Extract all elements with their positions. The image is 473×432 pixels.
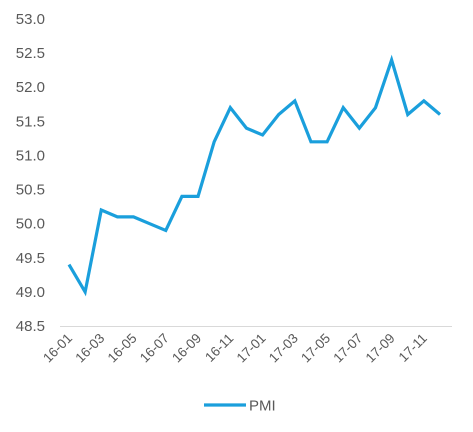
- legend-label-pmi: PMI: [249, 398, 276, 415]
- chart-legend: PMI: [204, 398, 276, 415]
- x-tick-label: 16-01: [40, 331, 75, 366]
- x-tick-label: 16-11: [202, 331, 236, 365]
- y-tick-label: 48.5: [16, 318, 45, 335]
- x-tick-label: 17-11: [396, 331, 430, 365]
- x-tick-label: 17-09: [363, 331, 398, 366]
- x-axis-ticks: 16-0116-0316-0516-0716-0916-1117-0117-03…: [40, 331, 430, 366]
- y-tick-label: 52.5: [16, 45, 45, 62]
- y-tick-label: 53.0: [16, 11, 45, 28]
- y-tick-label: 51.0: [16, 147, 45, 164]
- pmi-series-line: [67, 54, 442, 297]
- x-tick-label: 17-03: [266, 331, 301, 366]
- x-tick-label: 17-05: [298, 331, 333, 366]
- x-tick-label: 17-01: [234, 331, 269, 366]
- x-tick-label: 16-03: [72, 331, 107, 366]
- y-tick-label: 52.0: [16, 79, 45, 96]
- y-tick-label: 50.5: [16, 182, 45, 199]
- y-tick-label: 50.0: [16, 216, 45, 233]
- x-tick-label: 16-07: [137, 331, 172, 366]
- x-tick-label: 17-07: [330, 331, 365, 366]
- y-tick-label: 49.5: [16, 250, 45, 267]
- x-tick-label: 16-05: [105, 331, 140, 366]
- y-tick-label: 49.0: [16, 284, 45, 301]
- y-axis-ticks: 53.0 52.5 52.0 51.5 51.0 50.5 50.0 49.5 49.0 48.5: [16, 11, 45, 335]
- y-tick-label: 51.5: [16, 113, 45, 130]
- x-tick-label: 16-09: [169, 331, 204, 366]
